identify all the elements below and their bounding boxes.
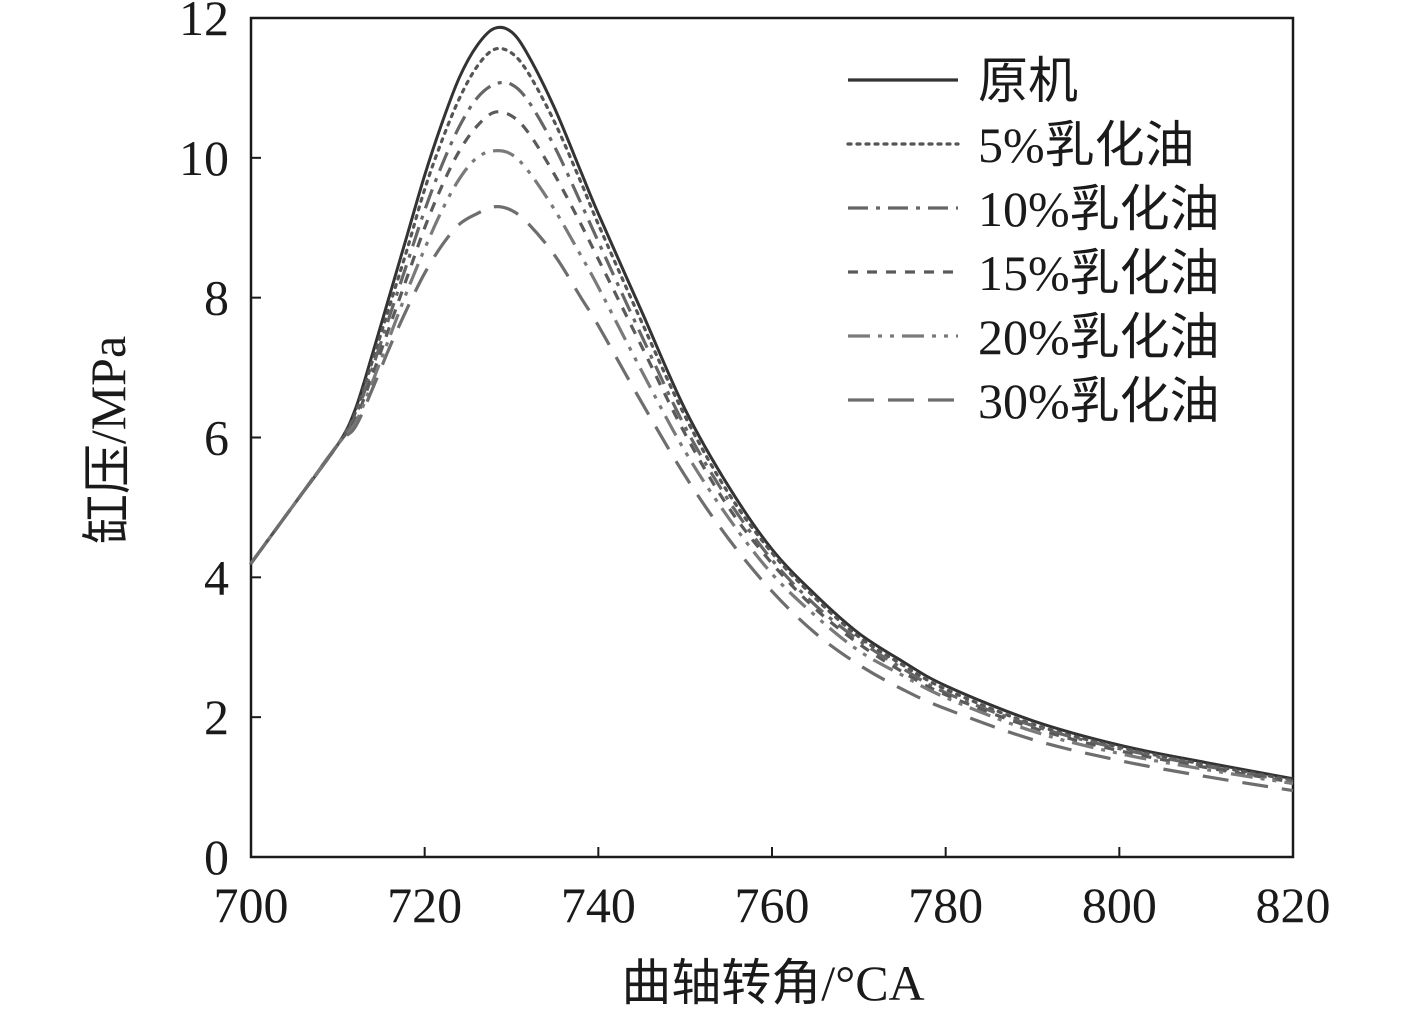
- x-tick-label: 800: [1082, 877, 1157, 933]
- series-line-1: [249, 46, 1295, 782]
- x-tick-label: 700: [214, 877, 289, 933]
- y-axis-title: 缸压/MPa: [80, 336, 136, 544]
- x-tick-label: 720: [387, 877, 462, 933]
- y-tick-label: 4: [204, 549, 229, 605]
- series-line-0: [249, 25, 1294, 781]
- series-line-4: [249, 149, 1294, 786]
- legend-label-2: 10%乳化油: [978, 181, 1220, 237]
- x-tick-label: 820: [1256, 877, 1331, 933]
- series-line-2: [249, 80, 1294, 784]
- legend-label-4: 20%乳化油: [978, 309, 1220, 365]
- series-line-5: [249, 205, 1294, 793]
- legend: 原机 5%乳化油 10%乳化油 15%乳化油 20%乳化油 30%乳化油: [846, 53, 1220, 429]
- series-layer: [249, 25, 1295, 793]
- axis-ticks: 700 720 740 760 780 800 820 0 2 4 6 8 10 12: [179, 0, 1331, 933]
- legend-label-5: 30%乳化油: [978, 373, 1220, 429]
- legend-label-3: 15%乳化油: [978, 245, 1220, 301]
- legend-label-1: 5%乳化油: [978, 117, 1195, 173]
- y-tick-label: 8: [204, 270, 229, 326]
- x-axis-title: 曲轴转角/°CA: [621, 955, 924, 1009]
- y-tick-label: 2: [204, 689, 229, 745]
- y-tick-label: 0: [204, 829, 229, 885]
- series-line-3: [249, 110, 1294, 784]
- y-tick-label: 10: [179, 130, 229, 186]
- legend-label-0: 原机: [978, 53, 1078, 109]
- y-tick-label: 12: [179, 0, 229, 46]
- x-tick-label: 740: [561, 877, 636, 933]
- y-tick-label: 6: [204, 410, 229, 466]
- x-tick-label: 760: [735, 877, 810, 933]
- x-tick-label: 780: [908, 877, 983, 933]
